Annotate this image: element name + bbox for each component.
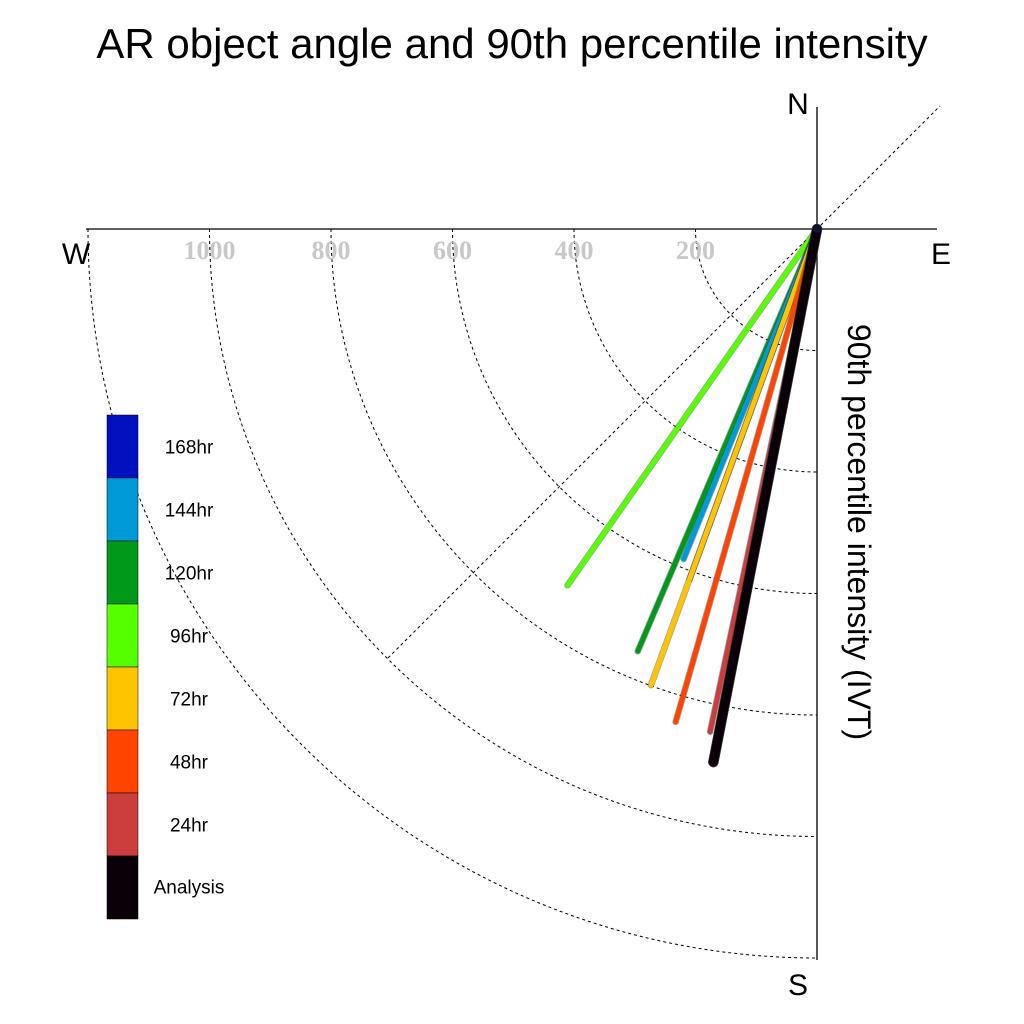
legend-swatch-72hr: [106, 666, 139, 731]
legend-label-144hr: 144hr: [165, 501, 214, 522]
grid-ring-600: [452, 228, 818, 594]
vector-analysis: [708, 223, 823, 768]
radial-tick-labels: 200 400 600 800 1000: [184, 236, 716, 265]
compass-east: E: [931, 238, 951, 271]
legend-swatch-analysis: [106, 855, 139, 920]
origin-marker: [813, 225, 821, 233]
vector-72hr: [647, 225, 821, 689]
legend-label-96hr: 96hr: [170, 627, 209, 648]
legend-label-analysis: Analysis: [154, 878, 225, 899]
tick-label-200: 200: [676, 236, 715, 265]
legend-swatch-48hr: [106, 729, 139, 794]
tick-label-400: 400: [555, 236, 594, 265]
compass-west: W: [62, 238, 91, 271]
legend-label-72hr: 72hr: [170, 690, 209, 711]
legend-swatch-168hr: [106, 414, 139, 479]
vector-line-96hr: [565, 226, 820, 588]
legend-label-120hr: 120hr: [165, 564, 214, 585]
vector-96hr: [564, 225, 821, 589]
vector-line-analysis: [708, 224, 822, 767]
legend-swatch-96hr: [106, 603, 139, 668]
tick-label-800: 800: [312, 236, 351, 265]
vector-line-48hr: [673, 226, 820, 725]
legend-label-24hr: 24hr: [170, 816, 209, 837]
vector-line-72hr: [648, 226, 820, 688]
tick-label-1000: 1000: [184, 236, 236, 265]
legend-swatch-120hr: [106, 540, 139, 605]
diagonal-reference-line: [387, 105, 941, 659]
grid-ring-400: [573, 228, 818, 473]
grid-ring-1000: [209, 228, 818, 837]
intensity-vectors: [564, 223, 823, 768]
legend-swatch-144hr: [106, 477, 139, 542]
compass-north: N: [787, 88, 809, 121]
grid-ring-1200: [87, 228, 818, 959]
legend: 168hr 144hr 120hr 96hr 72hr 48hr 24hr Analysis: [106, 414, 225, 920]
y-axis-label: 90th percentile intensity (IVT): [841, 324, 877, 740]
compass-south: S: [788, 969, 808, 1002]
legend-label-48hr: 48hr: [170, 753, 209, 774]
legend-swatch-24hr: [106, 792, 139, 857]
legend-label-168hr: 168hr: [165, 438, 214, 459]
grid-ring-800: [330, 228, 818, 716]
tick-label-600: 600: [433, 236, 472, 265]
vector-48hr: [672, 225, 821, 726]
chart-title: AR object angle and 90th percentile inte…: [96, 20, 927, 67]
